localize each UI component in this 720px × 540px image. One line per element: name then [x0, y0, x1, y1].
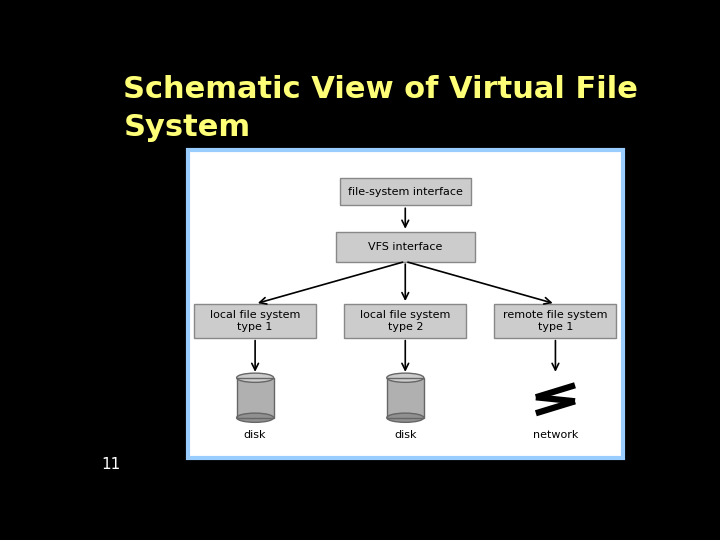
Ellipse shape: [387, 413, 424, 422]
Text: remote file system
type 1: remote file system type 1: [503, 310, 608, 332]
FancyBboxPatch shape: [495, 304, 616, 338]
Text: disk: disk: [394, 430, 416, 440]
Text: System: System: [124, 113, 251, 141]
Text: VFS interface: VFS interface: [368, 242, 443, 252]
FancyBboxPatch shape: [336, 232, 475, 262]
FancyBboxPatch shape: [188, 150, 623, 458]
FancyBboxPatch shape: [194, 304, 316, 338]
Text: disk: disk: [244, 430, 266, 440]
Text: local file system
type 2: local file system type 2: [360, 310, 451, 332]
Text: Schematic View of Virtual File: Schematic View of Virtual File: [124, 75, 639, 104]
Bar: [237, 378, 274, 418]
Text: 11: 11: [101, 457, 120, 472]
Bar: [237, 378, 274, 418]
Ellipse shape: [237, 413, 274, 422]
Bar: [387, 378, 424, 418]
FancyBboxPatch shape: [340, 178, 471, 205]
Ellipse shape: [237, 373, 274, 382]
Bar: [387, 378, 424, 418]
Text: network: network: [533, 430, 578, 440]
Text: local file system
type 1: local file system type 1: [210, 310, 300, 332]
Text: file-system interface: file-system interface: [348, 187, 463, 197]
FancyBboxPatch shape: [344, 304, 467, 338]
Ellipse shape: [387, 373, 424, 382]
